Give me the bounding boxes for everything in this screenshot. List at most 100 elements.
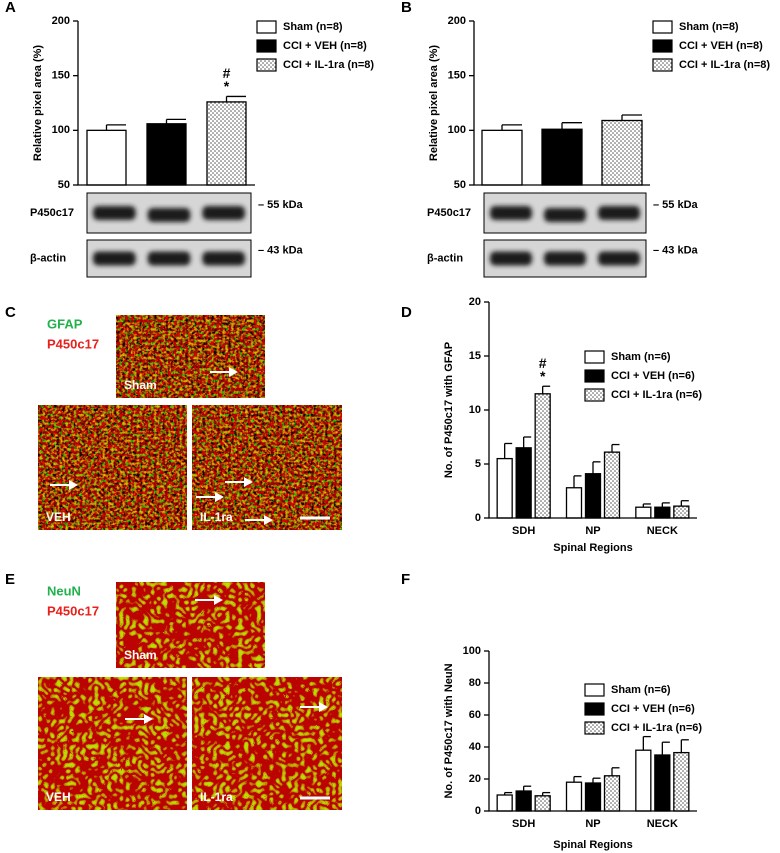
y-tick-label: 20 [469,773,481,785]
bar [565,781,583,812]
legend-swatch [652,39,673,53]
blot-size: – 43 kDa [653,244,699,256]
axes [77,21,255,186]
y-tick-label: 0 [475,512,481,524]
bar [654,754,671,812]
y-tick-label: 100 [448,124,466,136]
bar [635,506,652,519]
bar [481,129,523,186]
blot-label: β-actin [30,252,66,264]
y-tick-label: 150 [448,70,466,82]
x-tick-label: NP [585,525,600,537]
legend-swatch [256,20,277,34]
blot-band [202,251,245,266]
y-axis-label: Relative pixel area (%) [428,45,440,162]
y-axis-label: No. of P450c17 with NeuN [443,663,455,798]
legend-label: CCI + IL-1ra (n=8) [283,59,374,71]
stain-label: NeuN [47,583,81,598]
blot-band [544,208,586,222]
bar [515,447,532,519]
legend-swatch [652,58,673,72]
arrow-head [229,367,238,377]
blot-band [93,251,136,266]
legend-label: CCI + VEH (n=8) [283,40,367,52]
bar [584,782,602,812]
blot-band [598,251,640,266]
bar [654,506,671,519]
legend-label: Sham (n=6) [611,351,671,363]
micrograph-image [116,582,265,668]
y-tick-label: 80 [469,677,481,689]
bar [601,119,643,186]
y-tick-label: 200 [52,15,70,27]
annotation: * [224,78,230,94]
x-tick-label: NECK [647,525,678,537]
group-label: VEH [46,790,71,804]
blot-size: – 55 kDa [653,199,699,211]
blot-band [490,206,532,220]
legend-swatch [256,58,277,72]
legend-label: CCI + VEH (n=8) [679,40,763,52]
legend-label: CCI + IL-1ra (n=6) [611,389,702,401]
blot-band [544,251,586,266]
stain-label: P450c17 [47,336,99,351]
group-label: Sham [124,378,157,392]
blot-band [202,206,245,220]
bar [565,487,583,519]
y-axis-label: No. of P450c17 with GFAP [443,342,455,478]
group-label: Sham [124,648,157,662]
legend-swatch [584,721,605,735]
bar [635,749,652,812]
legend-label: Sham (n=8) [679,21,739,33]
panel-label: C [5,304,16,321]
arrow-head [215,492,224,502]
axes [473,21,650,186]
y-tick-label: 0 [475,805,481,817]
legend-label: CCI + VEH (n=6) [611,703,695,715]
arrow-head [144,714,153,724]
legend-label: CCI + IL-1ra (n=8) [679,59,770,71]
y-tick-label: 50 [454,179,466,191]
y-tick-label: 60 [469,709,481,721]
arrow-head [244,477,253,487]
stain-label: GFAP [47,316,83,331]
legend-label: Sham (n=8) [283,21,343,33]
legend-swatch [584,388,605,402]
legend-label: Sham (n=6) [611,684,671,696]
micrograph-image [38,405,187,530]
legend-swatch [256,39,277,53]
legend-swatch [584,369,605,383]
bar [515,790,532,812]
bar [146,123,187,186]
blot-label: P450c17 [30,207,74,219]
blot-band [93,206,136,220]
blot-size: – 43 kDa [258,244,304,256]
y-tick-label: 100 [463,645,481,657]
legend-swatch [652,20,673,34]
legend-swatch [584,702,605,716]
axes [488,651,697,812]
legend-swatch [584,350,605,364]
blot-band [147,251,191,266]
group-label: IL-1ra [200,790,233,804]
blot-band [598,206,640,220]
annotation: * [540,368,546,384]
panel-label: B [401,0,412,16]
legend-label: CCI + VEH (n=6) [611,370,695,382]
y-tick-label: 50 [58,179,70,191]
blot-band [147,208,191,222]
arrow-head [214,595,223,605]
y-tick-label: 150 [52,70,70,82]
y-axis-label: Relative pixel area (%) [32,45,44,162]
bar [534,795,551,812]
panel-label: A [5,0,16,16]
panel-label: F [401,571,410,588]
bar [584,473,602,519]
micrograph-image [116,315,265,398]
arrow-head [264,515,273,525]
bar [534,393,551,519]
x-tick-label: SDH [512,818,535,830]
annotation: # [223,65,231,81]
micrograph-image [192,405,342,530]
